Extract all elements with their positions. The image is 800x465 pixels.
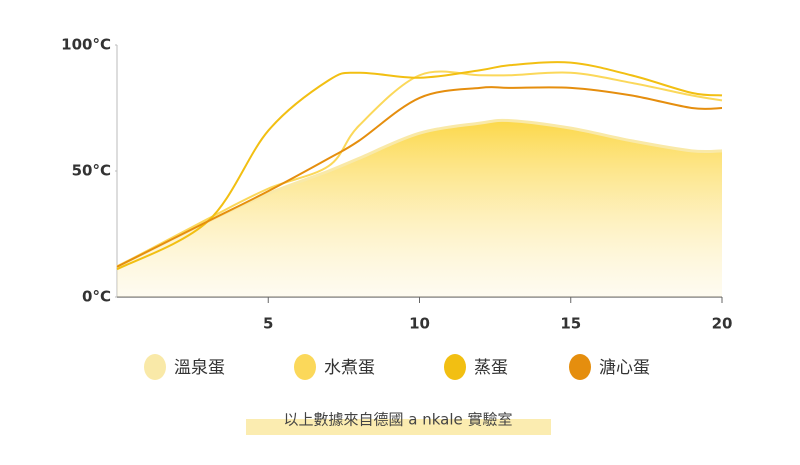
note-highlight: [246, 419, 551, 435]
x-tick-label: 20: [712, 315, 733, 333]
x-tick-label: 15: [560, 315, 581, 333]
area: [117, 120, 722, 297]
legend-label: 溏心蛋: [599, 358, 650, 378]
legend-swatch: [294, 354, 316, 380]
x-tick-label: 10: [409, 315, 430, 333]
legend-label: 溫泉蛋: [174, 358, 225, 378]
line: [116, 70, 723, 268]
y-tick-label: 100°C: [61, 36, 111, 54]
legend-swatch: [444, 354, 466, 380]
legend-label: 蒸蛋: [474, 358, 508, 378]
line: [116, 86, 723, 268]
legend-label: 水煮蛋: [324, 358, 375, 378]
legend-swatch: [569, 354, 591, 380]
y-tick-label: 50°C: [72, 162, 111, 180]
y-tick-label: 0°C: [82, 288, 111, 306]
line: [116, 61, 723, 271]
x-tick-label: 5: [263, 315, 273, 333]
legend-swatch: [144, 354, 166, 380]
note: 以上數據來自德國 a nkale 實驗室: [283, 411, 512, 429]
